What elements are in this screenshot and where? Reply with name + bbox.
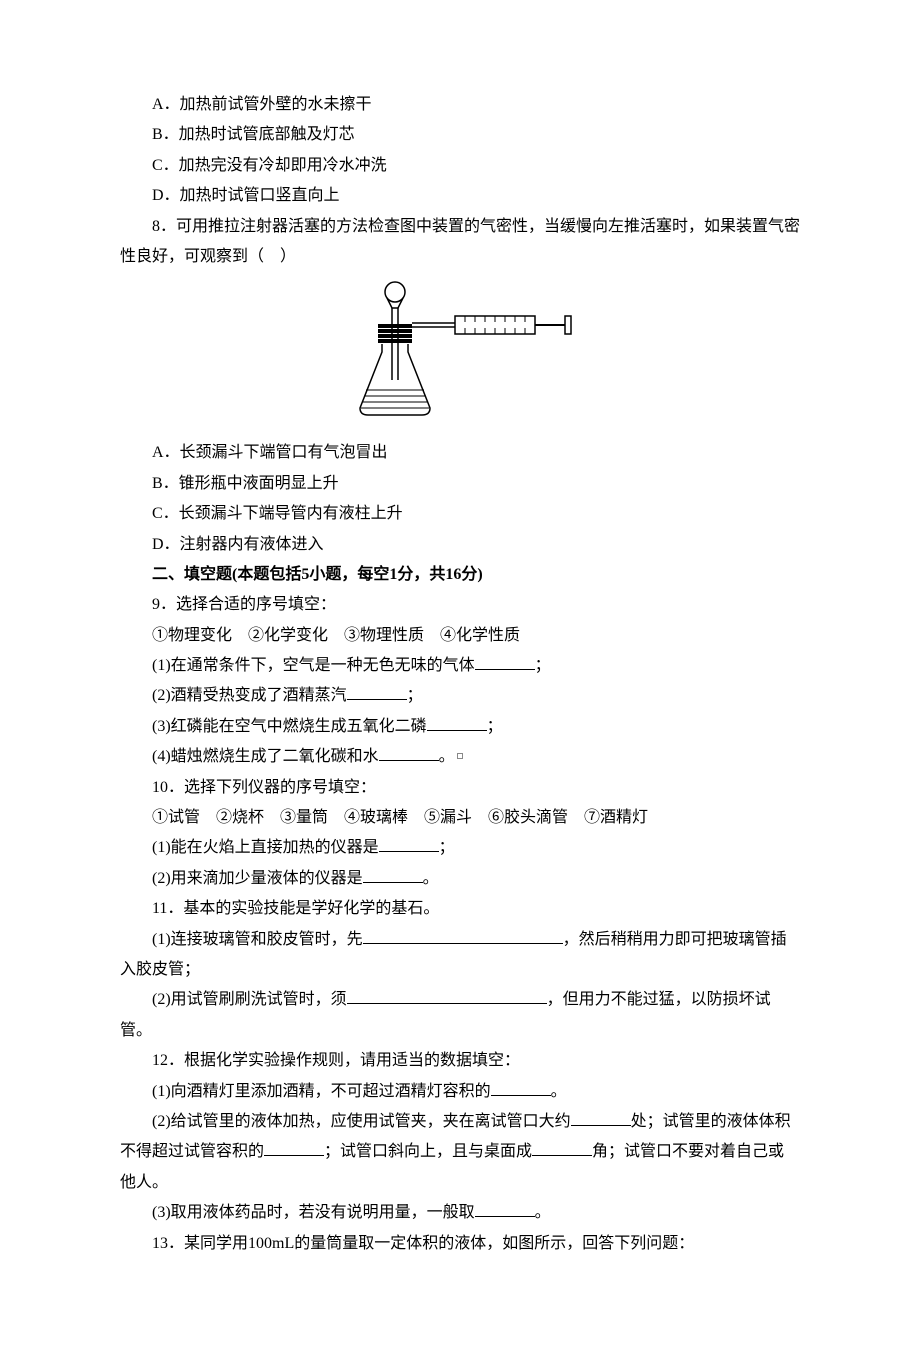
q10-p1: (1)能在火焰上直接加热的仪器是 ； <box>120 833 800 863</box>
q12-p2-blank3[interactable] <box>532 1140 592 1156</box>
q10-p2-end: 。 <box>423 870 439 887</box>
q11-p2: (2)用试管刷刷洗试管时，须，但用力不能过猛，以防损坏试管。 <box>120 985 800 1046</box>
q7-option-c: C．加热完没有冷却即用冷水冲洗 <box>120 151 800 181</box>
q11-p1-text: (1)连接玻璃管和胶皮管时，先 <box>152 931 363 948</box>
q10-p1-blank[interactable] <box>379 836 439 852</box>
q9-p2-end: ； <box>407 687 423 704</box>
q9-p4-text: (4)蜡烛燃烧生成了二氧化碳和水 <box>152 748 379 765</box>
q11-p2-blank[interactable] <box>347 988 547 1004</box>
q12-p1: (1)向酒精灯里添加酒精，不可超过酒精灯容积的 。 <box>120 1077 800 1107</box>
q9-p1-text: (1)在通常条件下，空气是一种无色无味的气体 <box>152 657 475 674</box>
q12-p3-text: (3)取用液体药品时，若没有说明用量，一般取 <box>152 1204 475 1221</box>
q9-p1-end: ； <box>535 657 551 674</box>
q7-option-a: A．加热前试管外壁的水未擦干 <box>120 90 800 120</box>
q12-p1-text: (1)向酒精灯里添加酒精，不可超过酒精灯容积的 <box>152 1083 491 1100</box>
q9-p2: (2)酒精受热变成了酒精蒸汽 ； <box>120 681 800 711</box>
q12-p2: (2)给试管里的液体加热，应使用试管夹，夹在离试管口大约处；试管里的液体体积不得… <box>120 1107 800 1198</box>
q12-p2-blank1[interactable] <box>571 1110 631 1126</box>
q8-option-b: B．锥形瓶中液面明显上升 <box>120 469 800 499</box>
q9-p2-blank[interactable] <box>347 684 407 700</box>
q12-p2-c: ；试管口斜向上，且与桌面成 <box>324 1143 532 1160</box>
q9-options: ①物理变化 ②化学变化 ③物理性质 ④化学性质 <box>120 621 800 651</box>
q8-diagram <box>120 280 800 430</box>
q12-p3: (3)取用液体药品时，若没有说明用量，一般取 。 <box>120 1198 800 1228</box>
period-marker-icon <box>457 753 463 759</box>
q10-p2-text: (2)用来滴加少量液体的仪器是 <box>152 870 363 887</box>
q9-p3-end: ； <box>487 718 503 735</box>
q10-stem: 10．选择下列仪器的序号填空： <box>120 773 800 803</box>
q9-p4-blank[interactable] <box>379 745 439 761</box>
q9-p4: (4)蜡烛燃烧生成了二氧化碳和水 。 <box>120 742 800 772</box>
q12-p2-blank2[interactable] <box>264 1140 324 1156</box>
q10-p1-end: ； <box>439 839 455 856</box>
q7-option-d: D．加热时试管口竖直向上 <box>120 181 800 211</box>
q9-stem: 9．选择合适的序号填空： <box>120 590 800 620</box>
q9-p1-blank[interactable] <box>475 654 535 670</box>
q12-p3-blank[interactable] <box>475 1201 535 1217</box>
q8-option-c: C．长颈漏斗下端导管内有液柱上升 <box>120 499 800 529</box>
q9-p4-end: 。 <box>439 748 455 765</box>
q9-p2-text: (2)酒精受热变成了酒精蒸汽 <box>152 687 347 704</box>
q10-p2: (2)用来滴加少量液体的仪器是 。 <box>120 864 800 894</box>
q8-option-d: D．注射器内有液体进入 <box>120 530 800 560</box>
q13-stem: 13．某同学用100mL的量筒量取一定体积的液体，如图所示，回答下列问题： <box>120 1229 800 1259</box>
q9-p3-text: (3)红磷能在空气中燃烧生成五氧化二磷 <box>152 718 427 735</box>
q10-p2-blank[interactable] <box>363 867 423 883</box>
q8-stem: 8．可用推拉注射器活塞的方法检查图中装置的气密性，当缓慢向左推活塞时，如果装置气… <box>120 212 800 273</box>
q12-p1-blank[interactable] <box>491 1080 551 1096</box>
q11-p1-blank[interactable] <box>363 928 563 944</box>
q11-p1: (1)连接玻璃管和胶皮管时，先，然后稍稍用力即可把玻璃管插入胶皮管； <box>120 925 800 986</box>
q9-p3-blank[interactable] <box>427 715 487 731</box>
q9-p3: (3)红磷能在空气中燃烧生成五氧化二磷 ； <box>120 712 800 742</box>
q12-stem: 12．根据化学实验操作规则，请用适当的数据填空： <box>120 1046 800 1076</box>
section2-title: 二、填空题(本题包括5小题，每空1分，共16分) <box>120 560 800 590</box>
q12-p1-end: 。 <box>551 1083 567 1100</box>
q12-p2-a: (2)给试管里的液体加热，应使用试管夹，夹在离试管口大约 <box>152 1113 571 1130</box>
q7-option-b: B．加热时试管底部触及灯芯 <box>120 120 800 150</box>
q10-p1-text: (1)能在火焰上直接加热的仪器是 <box>152 839 379 856</box>
q12-p3-end: 。 <box>535 1204 551 1221</box>
q10-options: ①试管 ②烧杯 ③量筒 ④玻璃棒 ⑤漏斗 ⑥胶头滴管 ⑦酒精灯 <box>120 803 800 833</box>
q11-p2-text: (2)用试管刷刷洗试管时，须 <box>152 991 347 1008</box>
q9-p1: (1)在通常条件下，空气是一种无色无味的气体 ； <box>120 651 800 681</box>
q8-option-a: A．长颈漏斗下端管口有气泡冒出 <box>120 438 800 468</box>
q11-stem: 11．基本的实验技能是学好化学的基石。 <box>120 894 800 924</box>
